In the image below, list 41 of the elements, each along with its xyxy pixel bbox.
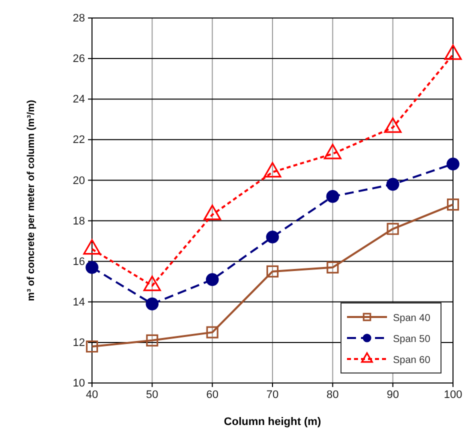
y-tick-label: 12	[72, 336, 85, 349]
y-tick-label: 24	[72, 94, 85, 106]
y-tick-label: 28	[72, 12, 85, 25]
y-tick-label: 16	[72, 256, 85, 268]
legend-label: Span 50	[393, 334, 431, 345]
point	[326, 261, 339, 274]
point	[446, 158, 460, 170]
point	[146, 298, 159, 310]
point	[386, 222, 399, 235]
y-tick-label: 20	[72, 174, 85, 187]
legend-label: Span 60	[393, 355, 431, 366]
x-tick-label: 50	[146, 388, 158, 401]
x-tick-label: 90	[386, 388, 399, 401]
x-tick-label: 40	[86, 388, 98, 401]
y-tick-label: 14	[72, 296, 85, 308]
y-tick-label: 26	[72, 53, 85, 66]
point	[206, 326, 218, 338]
x-axis-title: Column height (m)	[224, 416, 322, 428]
point	[386, 178, 400, 191]
x-tick-label: 70	[266, 388, 279, 401]
x-tick-label: 60	[206, 388, 218, 401]
x-tick-label: 100	[444, 388, 462, 401]
y-tick-label: 18	[72, 215, 85, 228]
point	[266, 265, 279, 278]
point	[444, 44, 462, 60]
point	[86, 261, 98, 274]
point	[206, 273, 219, 286]
point	[384, 118, 402, 133]
point	[446, 198, 460, 211]
point	[326, 190, 340, 203]
point	[324, 144, 342, 160]
point	[266, 230, 279, 244]
x-tick-label: 80	[326, 388, 339, 401]
point	[146, 334, 158, 346]
point	[86, 340, 98, 353]
legend-label: Span 40	[393, 313, 431, 324]
point	[264, 162, 282, 178]
point	[204, 204, 222, 220]
y-axis-title: m³ of concrete per meter of column (m³/m)	[26, 100, 37, 302]
y-tick-label: 22	[72, 134, 85, 146]
y-tick-label: 10	[72, 378, 85, 390]
